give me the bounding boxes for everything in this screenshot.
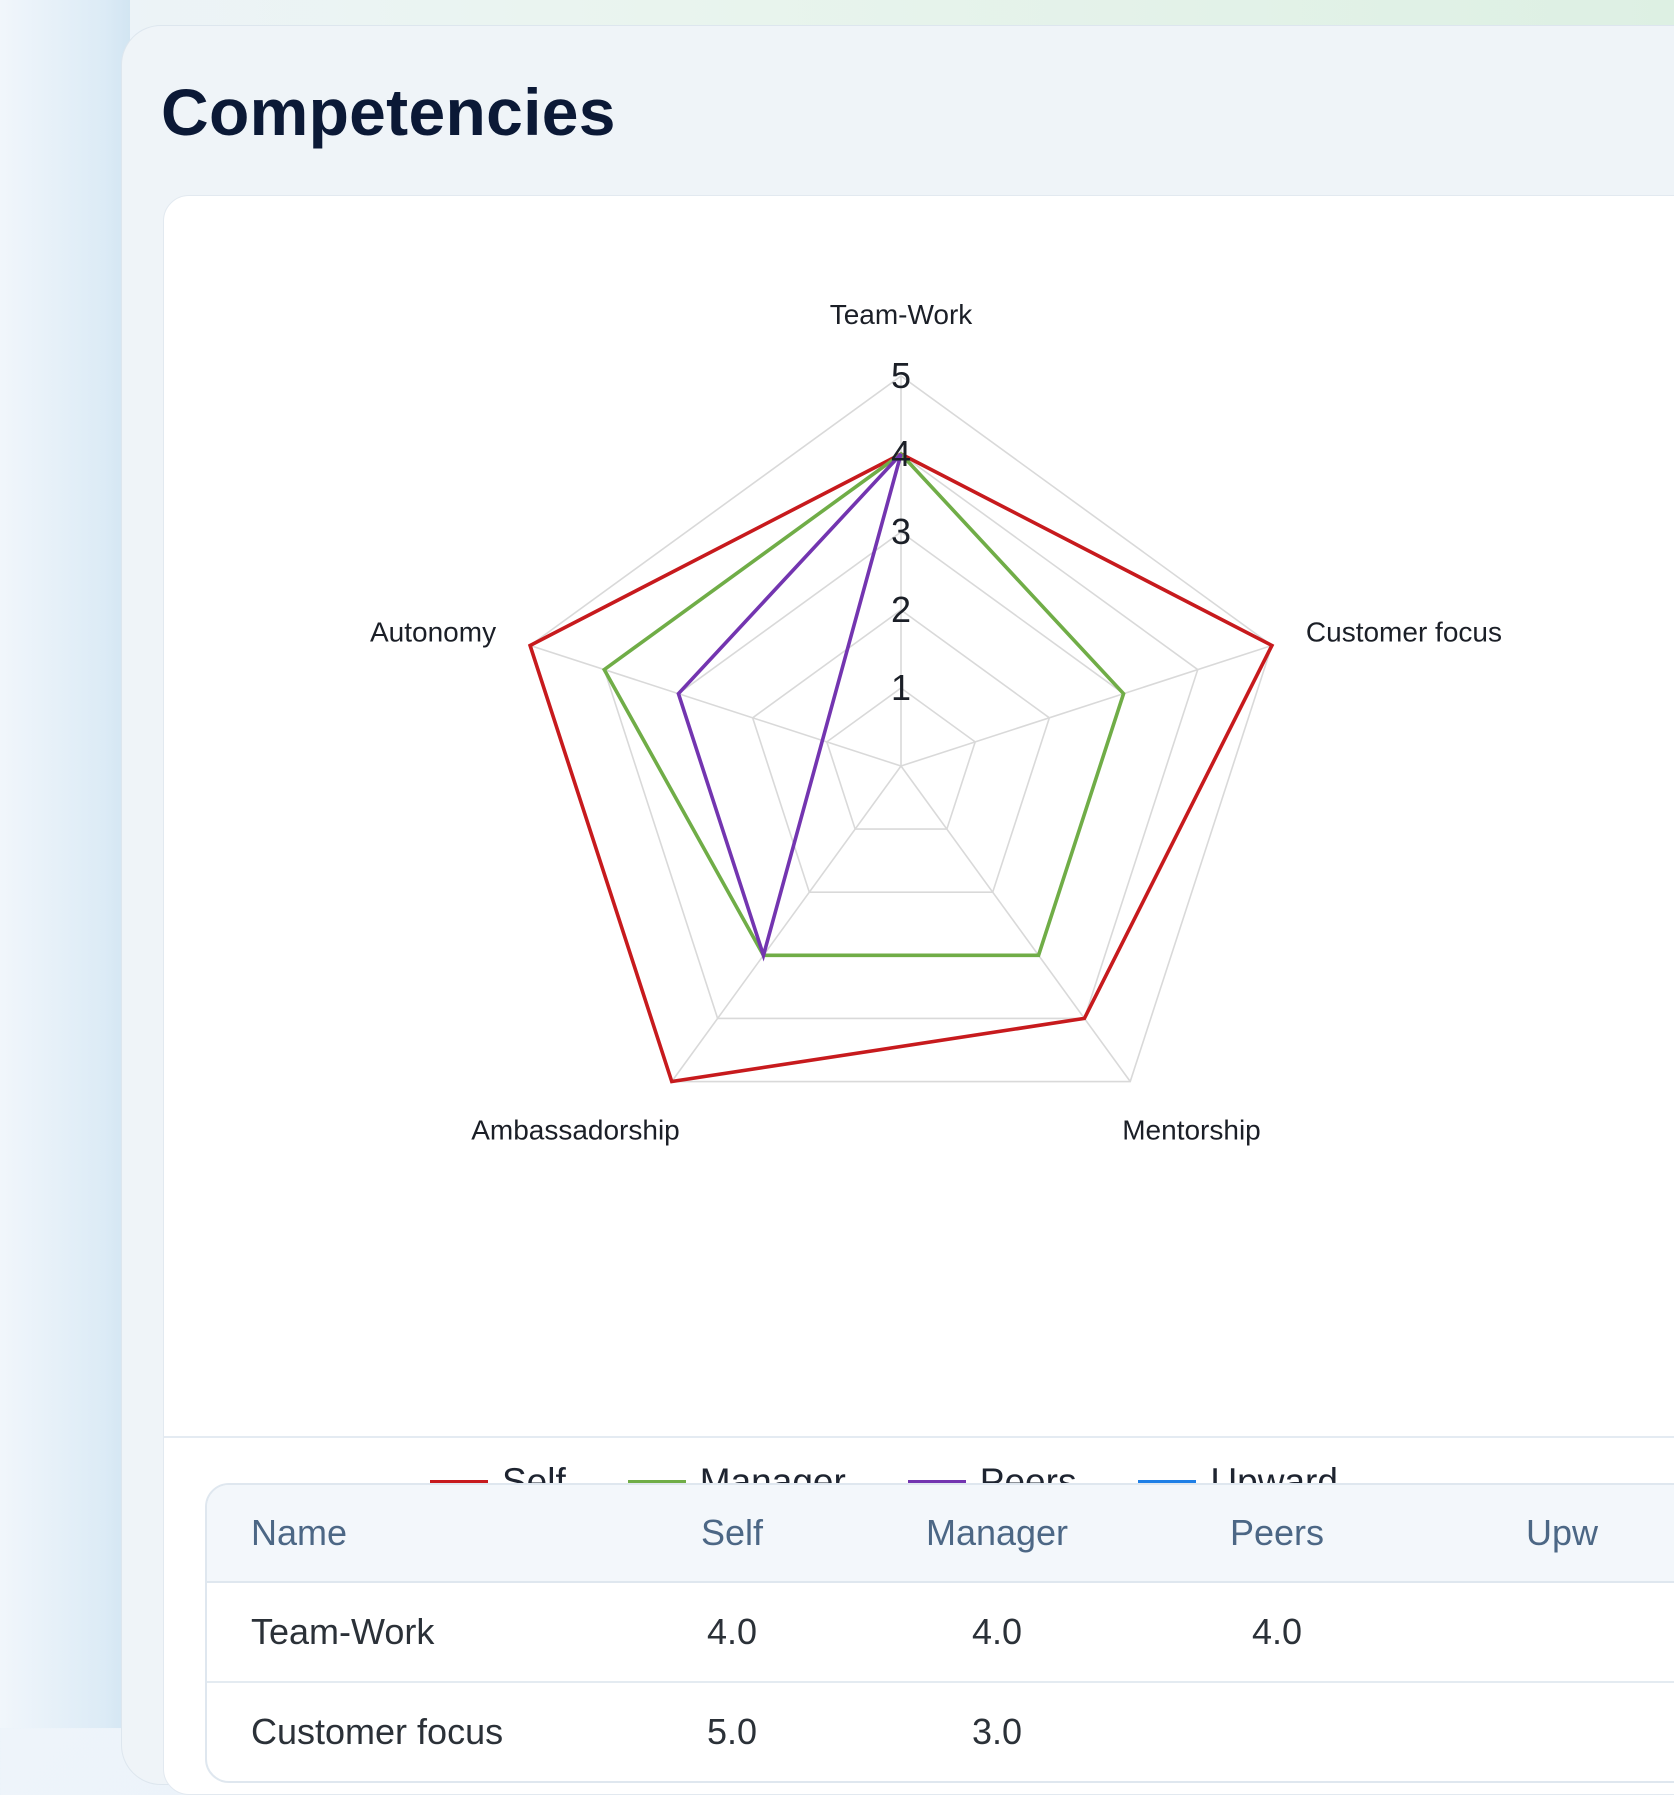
series-peers — [676, 452, 903, 962]
legend-swatch-manager — [627, 1480, 686, 1484]
legend-swatch-upward — [1138, 1480, 1197, 1484]
tick-label: 5 — [891, 355, 911, 396]
column-header-peers[interactable]: Peers — [1157, 1485, 1397, 1583]
cell-name: Customer focus — [207, 1682, 627, 1781]
axis-label: Autonomy — [370, 616, 496, 647]
tick-label: 3 — [891, 511, 911, 552]
cell-peers: 4.0 — [1157, 1582, 1397, 1683]
cell-peers — [1157, 1682, 1397, 1781]
axis-label: Team-Work — [830, 299, 974, 330]
axis-label: Customer focus — [1306, 616, 1502, 647]
axis-spoke — [529, 644, 902, 767]
grid-ring — [825, 687, 977, 830]
table-row: Team-Work 4.0 4.0 4.0 — [207, 1582, 1674, 1683]
legend-swatch-self — [430, 1480, 488, 1484]
tick-label: 2 — [891, 589, 911, 630]
radar-chart: 1 2 3 4 5 Team-Work Customer focus Mentorship Am… — [370, 299, 1502, 1146]
page-title: Competencies — [161, 75, 616, 149]
legend-swatch-peers — [907, 1480, 966, 1484]
axis-spoke — [671, 765, 902, 1082]
table-header-row: Name Self Manager Peers Upw — [207, 1485, 1674, 1583]
series-self — [527, 451, 1275, 1084]
column-header-upward[interactable]: Upw — [1397, 1485, 1674, 1583]
cell-upward — [1397, 1582, 1674, 1683]
axis-spoke — [900, 765, 1131, 1082]
column-header-name[interactable]: Name — [207, 1485, 627, 1583]
cell-name: Team-Work — [207, 1582, 627, 1683]
column-header-manager[interactable]: Manager — [837, 1485, 1157, 1583]
axis-label: Mentorship — [1122, 1115, 1261, 1146]
cell-manager: 4.0 — [837, 1582, 1157, 1683]
series-manager — [601, 451, 1126, 958]
cell-self: 4.0 — [627, 1582, 837, 1683]
grid-ring — [529, 375, 1273, 1083]
cell-manager: 3.0 — [837, 1682, 1157, 1781]
axis-spoke — [900, 644, 1273, 767]
cell-self: 5.0 — [627, 1682, 837, 1781]
table-row: Customer focus 5.0 3.0 — [207, 1682, 1674, 1781]
column-header-self[interactable]: Self — [627, 1485, 837, 1583]
axis-label: Ambassadorship — [471, 1115, 680, 1146]
grid-ring — [751, 609, 1051, 894]
tick-label: 4 — [891, 433, 911, 474]
left-background — [0, 0, 130, 1728]
tick-label: 1 — [891, 667, 911, 708]
competencies-table: Name Self Manager Peers Upw Team-Work 4.… — [205, 1483, 1674, 1783]
card-divider — [164, 1436, 1674, 1438]
cell-upward — [1397, 1682, 1674, 1781]
